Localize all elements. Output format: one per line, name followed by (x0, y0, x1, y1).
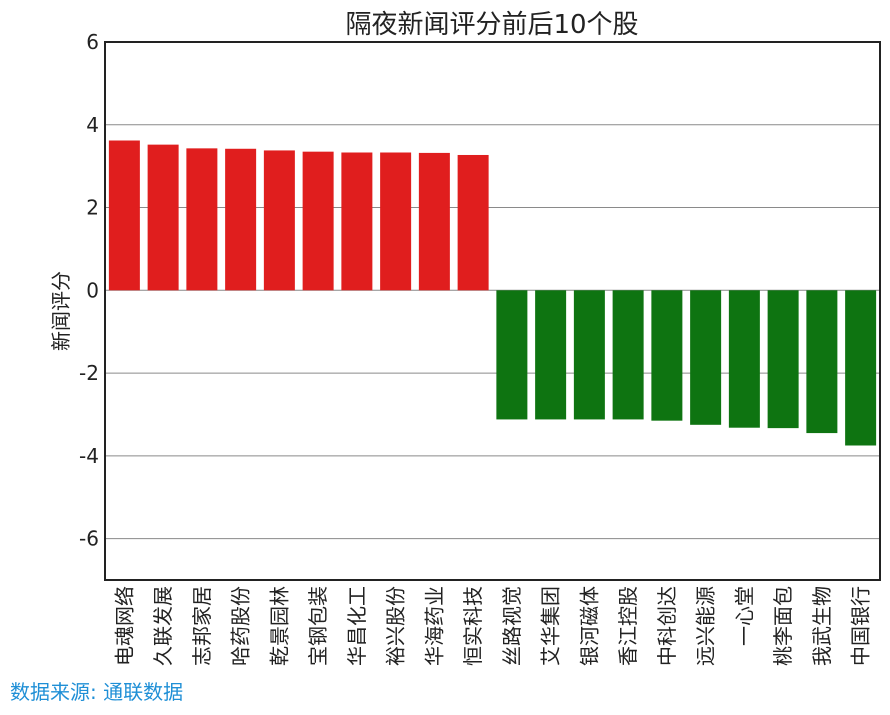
x-tick-label: 丝路视觉 (500, 586, 524, 666)
y-tick-label: 4 (86, 113, 99, 137)
bar (302, 151, 334, 291)
y-tick-label: 6 (86, 30, 99, 54)
x-tick-label: 艾华集团 (539, 586, 563, 666)
x-tick-labels: 电魂网络 久联发展 志邦家居 哈药股份 乾景园林 宝钢包装 华昌化工 裕兴股份 华海药业 恒实科技… (112, 586, 872, 666)
x-tick-label: 一心堂 (732, 586, 756, 646)
bar (573, 290, 605, 420)
bar (263, 150, 295, 291)
x-tick-label: 桃李面包 (771, 586, 795, 666)
bars (108, 140, 877, 446)
y-tick-label: -6 (79, 527, 99, 551)
x-tick-label: 哈药股份 (229, 586, 253, 666)
x-tick-label: 电魂网络 (112, 586, 136, 666)
bar (767, 290, 799, 429)
source-note: 数据来源: 通联数据 (10, 680, 184, 704)
y-tick-label: 0 (86, 278, 99, 302)
bar (845, 290, 877, 446)
bar (806, 290, 838, 434)
bar (186, 148, 218, 291)
x-tick-label: 久联发展 (151, 586, 175, 666)
plot-frame (104, 41, 881, 581)
bar (728, 290, 760, 428)
bar (651, 290, 683, 421)
bar (108, 140, 140, 291)
x-tick-label: 银河磁体 (577, 586, 601, 666)
x-tick-label: 中科创达 (655, 586, 679, 666)
x-tick-label: 志邦家居 (190, 586, 214, 666)
bar (147, 144, 179, 291)
x-tick-label: 裕兴股份 (384, 586, 408, 666)
x-tick-label: 乾景园林 (267, 586, 291, 666)
y-tick-labels: -6 -4 -2 0 2 4 6 (79, 30, 99, 551)
bar (496, 290, 528, 420)
x-tick-label: 远兴能源 (694, 586, 718, 666)
bar (457, 154, 489, 291)
x-tick-label: 香江控股 (616, 586, 640, 666)
x-tick-label: 华昌化工 (345, 586, 369, 666)
chart-title: 隔夜新闻评分前后10个股 (345, 10, 638, 40)
bar (418, 152, 450, 291)
x-tick-label: 宝钢包装 (306, 586, 330, 666)
bar (612, 290, 644, 420)
bar (341, 152, 373, 291)
bar (380, 152, 412, 291)
y-tick-label: -2 (79, 361, 99, 385)
x-tick-label: 我武生物 (810, 586, 834, 666)
y-axis-label: 新闻评分 (49, 271, 73, 351)
bar (225, 148, 257, 291)
bar (690, 290, 722, 425)
x-tick-label: 中国银行 (849, 586, 873, 666)
bar (535, 290, 567, 420)
grid-lines (105, 124, 880, 540)
y-tick-label: -4 (79, 444, 99, 468)
y-tick-label: 2 (86, 196, 99, 220)
x-tick-label: 华海药业 (422, 586, 446, 666)
x-tick-label: 恒实科技 (461, 586, 485, 666)
